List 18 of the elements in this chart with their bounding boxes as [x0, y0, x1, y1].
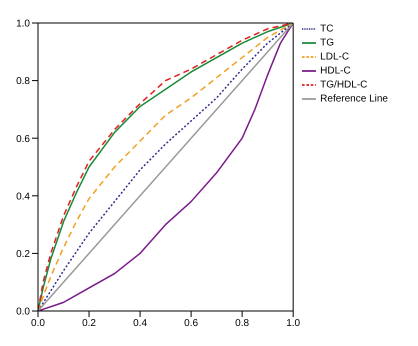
x-tick-label: 0.2: [82, 318, 96, 330]
legend-label: Reference Line: [320, 94, 388, 105]
legend-label: TG/HDL-C: [320, 80, 368, 91]
legend-label: HDL-C: [320, 66, 351, 77]
x-tick-label: 0.4: [133, 318, 148, 330]
legend-label: LDL-C: [320, 52, 350, 63]
legend-label: TG: [320, 38, 334, 49]
y-tick-label: 0.8: [16, 76, 30, 88]
x-tick-label: 0.8: [235, 318, 250, 330]
x-tick-label: 0.6: [184, 318, 198, 330]
x-tick-label: 0.0: [31, 318, 46, 330]
y-tick-label: 0.2: [16, 248, 30, 260]
y-tick-label: 1.0: [16, 18, 30, 30]
legend-label: TC: [320, 24, 334, 35]
y-tick-label: 0.4: [16, 191, 30, 202]
x-tick-label: 1.0: [286, 318, 301, 330]
y-tick-label: 0.6: [16, 134, 30, 145]
y-tick-label: 0.0: [16, 306, 30, 318]
